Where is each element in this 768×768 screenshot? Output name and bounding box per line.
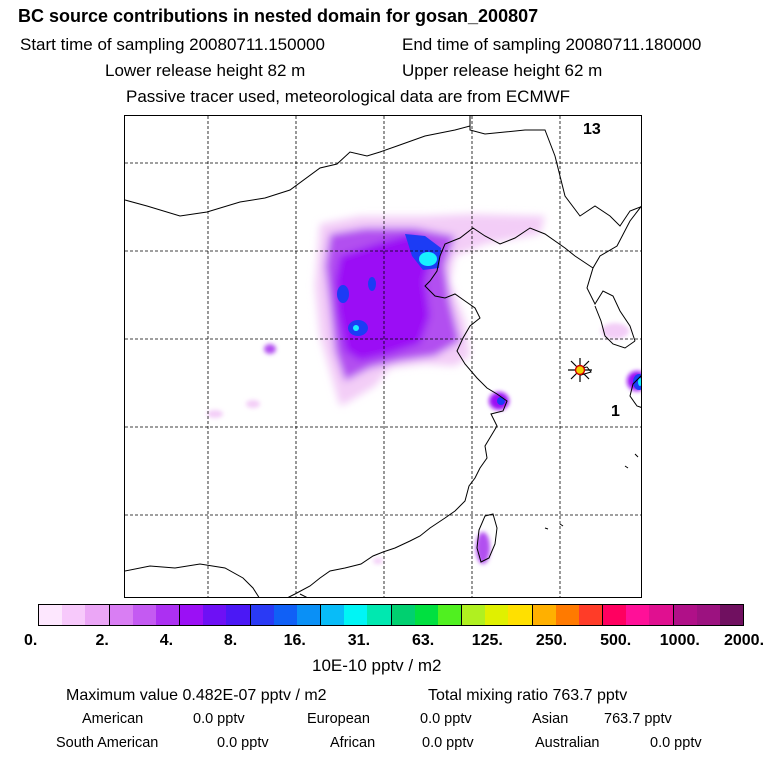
mongolia-border xyxy=(125,125,471,217)
colorbar-cell xyxy=(508,605,533,625)
colorbar-cell xyxy=(203,605,227,625)
colorbar-cell xyxy=(132,605,156,625)
core-east-edge-cyan xyxy=(638,378,641,386)
concentration-field xyxy=(207,214,641,564)
colorbar-tick-label: 8. xyxy=(223,632,238,649)
colorbar-tick-label: 250. xyxy=(535,632,568,649)
colorbar-cell xyxy=(603,605,627,625)
japan-coast xyxy=(629,375,641,408)
region-name: Australian xyxy=(535,735,600,751)
colorbar-cell xyxy=(62,605,86,625)
colorbar-tick-label: 2. xyxy=(95,632,109,649)
trajectory-label-end: 1 xyxy=(611,403,620,420)
colorbar-cell xyxy=(344,605,368,625)
colorbar-cell xyxy=(226,605,251,625)
lat-lon-grid xyxy=(125,116,641,597)
colorbar-cell xyxy=(85,605,110,625)
colorbar-cell xyxy=(626,605,650,625)
region-name: European xyxy=(307,711,370,727)
russia-border xyxy=(469,116,641,227)
china-coast xyxy=(287,205,641,597)
colorbar-cell xyxy=(39,605,63,625)
colorbar-cell xyxy=(462,605,486,625)
map-panel: 13 1 xyxy=(124,115,642,598)
colorbar-cell xyxy=(649,605,674,625)
patch-korea xyxy=(601,323,629,339)
colorbar-unit-label: 10E-10 pptv / m2 xyxy=(312,656,442,675)
end-time-label: End time of sampling 20080711.180000 xyxy=(402,35,702,54)
lower-release-height-label: Lower release height 82 m xyxy=(105,61,306,80)
colorbar-tick-label: 16. xyxy=(283,632,306,649)
colorbar-cell xyxy=(367,605,392,625)
colorbar-cell xyxy=(155,605,181,625)
ryukyu-islands xyxy=(544,453,639,530)
taiwan-outline xyxy=(476,513,498,563)
region-value: 0.0 pptv xyxy=(193,711,245,727)
tracer-info-label: Passive tracer used, meteorological data… xyxy=(126,87,571,106)
colorbar-cell xyxy=(555,605,579,625)
region-name: South American xyxy=(56,735,159,751)
colorbar-tick-label: 31. xyxy=(347,632,371,649)
colorbar-cell xyxy=(180,605,204,625)
colorbar-cell xyxy=(391,605,415,625)
colorbar-cell xyxy=(250,605,274,625)
colorbar-cell xyxy=(437,605,463,625)
colorbar-cell xyxy=(719,605,744,625)
region-value: 0.0 pptv xyxy=(650,735,702,751)
region-value: 0.0 pptv xyxy=(422,735,474,751)
colorbar-cell xyxy=(673,605,697,625)
hainan-outline xyxy=(299,593,308,597)
core-center-cyan xyxy=(353,325,359,331)
colorbar-cell xyxy=(321,605,345,625)
colorbar-tick-label: 1000. xyxy=(659,632,700,649)
page-title: BC source contributions in nested domain… xyxy=(18,6,539,26)
colorbar-tick-label: 63. xyxy=(411,632,435,649)
colorbar-cell xyxy=(414,605,438,625)
colorbar-tick-label: 125. xyxy=(471,632,503,649)
total-mixing-ratio-label: Total mixing ratio 763.7 pptv xyxy=(428,687,628,704)
colorbar xyxy=(38,604,744,626)
start-time-label: Start time of sampling 20080711.150000 xyxy=(20,35,325,54)
colorbar-cell xyxy=(578,605,604,625)
map-canvas: 13 1 xyxy=(125,116,641,597)
patch-south-c xyxy=(373,558,383,564)
colorbar-cell xyxy=(273,605,297,625)
colorbar-cell xyxy=(532,605,556,625)
patch-west xyxy=(264,344,276,354)
region-name: African xyxy=(330,735,376,751)
patch-south-a xyxy=(207,410,223,418)
core-yangtze xyxy=(497,397,505,405)
colorbar-cell xyxy=(485,605,509,625)
colorbar-cell xyxy=(109,605,133,625)
region-value: 0.0 pptv xyxy=(217,735,269,751)
coastlines xyxy=(125,116,641,597)
core-bohai-center xyxy=(419,252,437,266)
receptor-star-icon xyxy=(568,358,592,382)
upper-release-height-label: Upper release height 62 m xyxy=(402,61,603,80)
region-value: 0.0 pptv xyxy=(420,711,472,727)
colorbar-tick-label: 2000. xyxy=(723,632,765,649)
region-name: Asian xyxy=(532,711,569,727)
core-west xyxy=(337,285,349,303)
colorbar-cell xyxy=(296,605,322,625)
trajectory-label-start: 13 xyxy=(583,121,601,138)
region-name: American xyxy=(82,711,144,727)
korea-east-coast xyxy=(594,305,636,349)
colorbar-tick-label: 500. xyxy=(600,632,632,649)
colorbar-cell xyxy=(696,605,720,625)
indochina-border xyxy=(125,563,260,597)
patch-south-b xyxy=(246,400,260,408)
core-north xyxy=(368,277,376,291)
max-value-label: Maximum value 0.482E-07 pptv / m2 xyxy=(66,687,327,704)
region-value: 763.7 pptv xyxy=(604,711,672,727)
colorbar-tick-label: 4. xyxy=(159,632,174,649)
colorbar-tick-label: 0. xyxy=(24,632,38,649)
